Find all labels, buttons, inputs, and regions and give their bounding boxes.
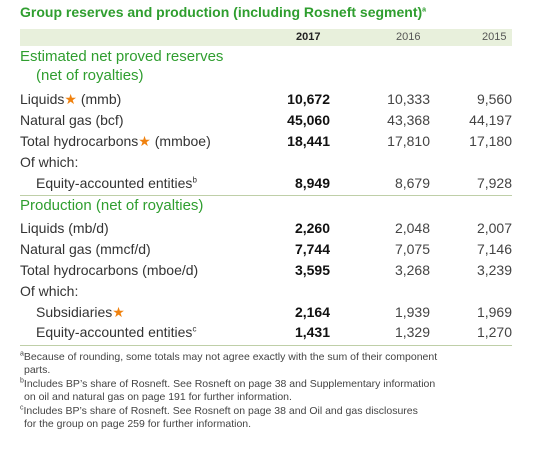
row-label: Liquids★ (mmb) [20,91,122,107]
divider [20,345,512,346]
value-2015: 1,969 [476,304,512,320]
year-header-row: 2017 2016 2015 [20,29,512,46]
table-row: Liquids (mb/d) 2,260 2,048 2,007 [20,219,512,240]
table-title: Group reserves and production (including… [20,4,427,20]
star-icon: ★ [64,91,77,107]
star-icon: ★ [112,304,125,320]
table-row: Subsidiaries★ 2,164 1,939 1,969 [20,303,512,324]
row-label: Subsidiaries★ [36,304,125,320]
year-2016-header: 2016 [396,31,421,43]
value-2015: 1,270 [476,324,512,340]
value-2016: 17,810 [387,133,430,149]
value-2017: 8,949 [294,175,330,191]
footnote-marker: a [422,6,427,14]
value-2016: 43,368 [387,112,430,128]
value-2017: 2,260 [294,220,330,236]
production-heading: Production (net of royalties) [20,197,204,214]
table-row: Total hydrocarbons (mboe/d) 3,595 3,268 … [20,261,512,282]
value-2015: 2,007 [476,220,512,236]
of-which-label: Of which: [20,283,79,299]
divider [20,195,512,196]
value-2016: 3,268 [394,262,430,278]
of-which-label: Of which: [20,154,79,170]
value-2016: 10,333 [387,91,430,107]
value-2017: 3,595 [294,262,330,278]
year-2017-header: 2017 [296,31,321,43]
footnote-marker: b [192,175,197,185]
star-icon: ★ [138,133,151,149]
table-row: Natural gas (mmcf/d) 7,744 7,075 7,146 [20,240,512,261]
value-2017: 2,164 [294,304,330,320]
value-2016: 7,075 [394,241,430,257]
reserves-subheading: (net of royalties) [36,67,144,84]
value-2015: 3,239 [476,262,512,278]
table-row: Total hydrocarbons★ (mmboe) 18,441 17,81… [20,132,512,153]
value-2016: 1,329 [394,324,430,340]
footnote-a: aBecause of rounding, some totals may no… [20,350,438,377]
value-2017: 10,672 [287,91,330,107]
value-2016: 8,679 [394,175,430,191]
table-row: Natural gas (bcf) 45,060 43,368 44,197 [20,111,512,132]
value-2017: 7,744 [294,241,330,257]
value-2017: 45,060 [287,112,330,128]
table-row: Equity-accounted entitiesb 8,949 8,679 7… [20,174,512,195]
footnote-c: cIncludes BP’s share of Rosneft. See Ros… [20,404,418,431]
row-label: Total hydrocarbons★ (mmboe) [20,133,211,149]
year-2015-header: 2015 [482,31,507,43]
value-2016: 1,939 [394,304,430,320]
row-label: Total hydrocarbons (mboe/d) [20,262,199,278]
row-label: Equity-accounted entitiesc [36,324,197,340]
footnote-b: bIncludes BP’s share of Rosneft. See Ros… [20,377,436,404]
table-row: Of which: [20,153,512,174]
value-2015: 9,560 [476,91,512,107]
table-row: Of which: [20,282,512,303]
value-2015: 44,197 [469,112,512,128]
value-2017: 18,441 [287,133,330,149]
value-2016: 2,048 [394,220,430,236]
row-label: Natural gas (bcf) [20,112,124,128]
table-row: Equity-accounted entitiesc 1,431 1,329 1… [20,323,512,344]
value-2015: 7,928 [476,175,512,191]
footnote-marker: c [192,324,197,334]
row-label: Natural gas (mmcf/d) [20,241,151,257]
table-row: Liquids★ (mmb) 10,672 10,333 9,560 [20,90,512,111]
value-2015: 17,180 [469,133,512,149]
value-2017: 1,431 [294,324,330,340]
row-label: Liquids (mb/d) [20,220,109,236]
value-2015: 7,146 [476,241,512,257]
row-label: Equity-accounted entitiesb [36,175,197,191]
reserves-heading: Estimated net proved reserves [20,48,224,65]
